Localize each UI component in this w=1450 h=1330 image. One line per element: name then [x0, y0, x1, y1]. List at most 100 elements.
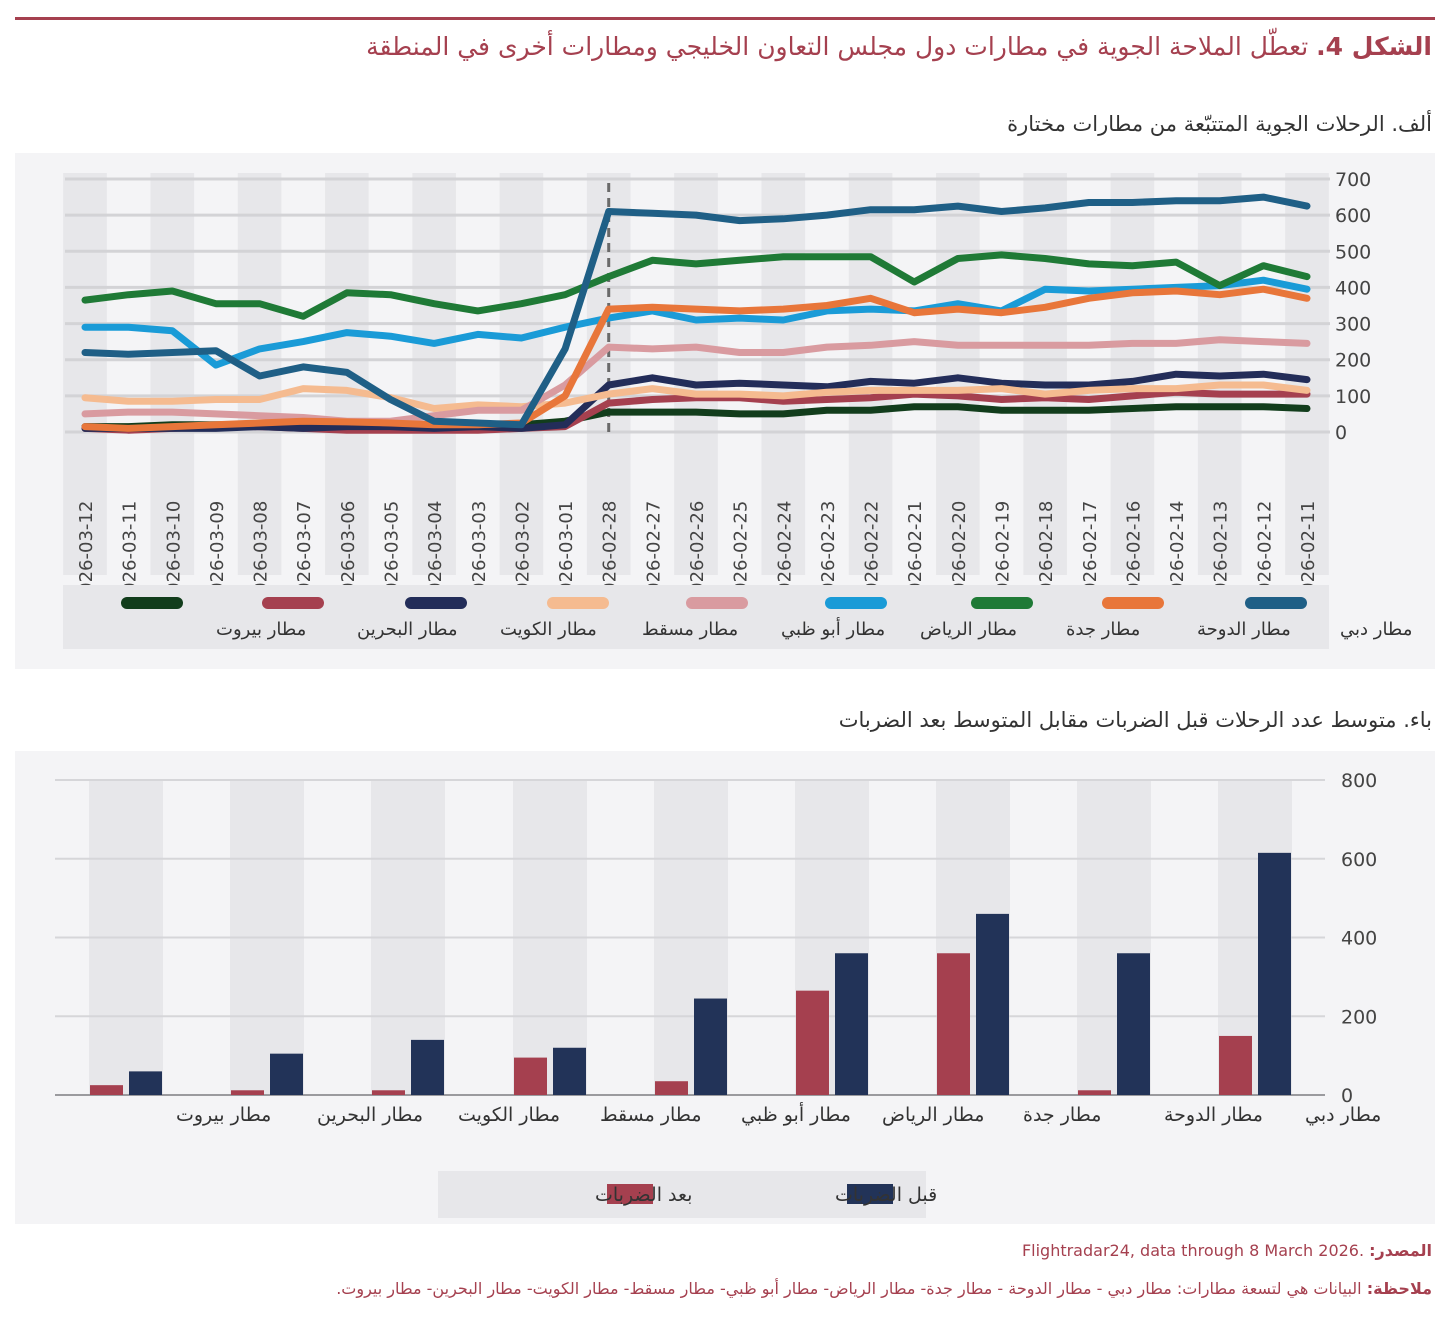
y-tick-label: 400	[1335, 277, 1371, 299]
x-tick-label: 2026-03-02	[512, 501, 533, 606]
note-text: البيانات هي لتسعة مطارات: مطار دبي - مطا…	[336, 1279, 1362, 1298]
y-tick-label: 0	[1341, 1085, 1353, 1107]
series-line-riyadh	[81, 276, 1311, 369]
legend-swatch-beirut	[121, 597, 183, 609]
legend-swatch-muscat	[547, 597, 609, 609]
column-band	[412, 173, 456, 575]
series-line-dubai	[81, 193, 1311, 429]
category-label: مطار بيروت	[176, 1104, 271, 1126]
bar-after	[937, 953, 970, 1095]
bar-after	[372, 1090, 405, 1095]
x-tick-label: 2026-02-27	[643, 501, 664, 606]
column-band	[63, 173, 107, 575]
bar-before	[835, 953, 868, 1095]
line-chart-panel: 0 100 200 300 400 500 600 700 2026-02-11 2026-02-…	[15, 153, 1435, 669]
legend-label: مطار مسقط	[642, 619, 738, 640]
column-band	[150, 173, 195, 575]
column-band	[674, 173, 718, 575]
category-label: مطار دبي	[1305, 1104, 1381, 1126]
category-label: مطار مسقط	[600, 1104, 702, 1126]
bar-after	[514, 1057, 547, 1095]
x-tick-label: 2026-02-11	[1298, 501, 1319, 606]
column-band	[848, 173, 893, 575]
x-tick-label: 2026-03-08	[251, 501, 272, 606]
legend-swatch-abudhabi	[686, 597, 748, 609]
bar-before	[129, 1071, 162, 1095]
legend-label: مطار الرياض	[920, 619, 1017, 640]
y-tick-label: 500	[1335, 241, 1371, 263]
y-tick-label: 0	[1335, 422, 1347, 444]
x-tick-label: 2026-02-19	[993, 501, 1014, 606]
bar-after	[90, 1085, 123, 1095]
x-tick-label: 2026-02-13	[1211, 501, 1232, 606]
bar-after	[1078, 1090, 1111, 1095]
x-tick-label: 2026-02-28	[600, 501, 621, 606]
bar-after	[796, 990, 829, 1095]
legend-box	[438, 1171, 926, 1218]
x-tick-label: 2026-03-03	[469, 501, 490, 606]
legend-swatch-jeddah	[971, 597, 1033, 609]
legend-swatch-before	[847, 1184, 893, 1204]
figure-title-text: تعطّل الملاحة الجوية في مطارات دول مجلس …	[366, 32, 1309, 61]
source-label: المصدر:	[1369, 1241, 1432, 1260]
series-line-doha	[81, 285, 1311, 432]
x-tick-label: 2026-03-10	[163, 501, 184, 606]
figure-title: الشكل 4. تعطّل الملاحة الجوية في مطارات …	[366, 32, 1432, 61]
legend-swatch-doha	[1102, 597, 1164, 609]
x-tick-label: 2026-02-20	[949, 501, 970, 606]
legend-swatch-bahrain	[262, 597, 324, 609]
bar-before	[553, 1047, 586, 1095]
column-band	[1110, 173, 1155, 575]
y-tick-label: 300	[1335, 314, 1371, 336]
figure-label: الشكل 4.	[1316, 32, 1432, 61]
x-tick-label: 2026-02-21	[905, 501, 926, 606]
category-label: مطار الرياض	[882, 1104, 984, 1126]
column-band	[1285, 173, 1329, 575]
column-band	[936, 173, 980, 575]
x-tick-label: 2026-03-01	[556, 501, 577, 606]
column-band	[499, 173, 544, 575]
column-band	[1023, 173, 1067, 575]
series-line-jeddah	[81, 251, 1311, 320]
bar-before	[694, 998, 727, 1095]
x-tick-label: 2026-03-05	[382, 501, 403, 606]
x-tick-label: 2026-03-04	[425, 501, 446, 606]
x-tick-label: 2026-03-12	[76, 501, 97, 606]
x-tick-label: 2026-03-07	[294, 501, 315, 606]
legend-swatch-kuwait	[405, 597, 467, 609]
legend-label: مطار أبو ظبي	[781, 617, 885, 640]
y-tick-label: 600	[1341, 849, 1377, 871]
y-tick-label: 700	[1335, 169, 1371, 191]
series-line-kuwait	[81, 370, 1311, 432]
column-band	[586, 173, 631, 575]
bar-before	[976, 913, 1009, 1095]
legend-label: مطار البحرين	[357, 619, 458, 640]
panel-b-title: باء. متوسط عدد الرحلات قبل الضربات مقابل…	[838, 708, 1432, 732]
top-rule	[15, 17, 1435, 20]
bar-before	[270, 1053, 303, 1095]
bar-after	[231, 1090, 264, 1095]
category-label: مطار الكويت	[458, 1104, 560, 1126]
bar-before	[411, 1039, 444, 1095]
bar-before	[1258, 852, 1291, 1095]
note-line: ملاحظة: البيانات هي لتسعة مطارات: مطار د…	[336, 1279, 1432, 1298]
x-tick-label: 2026-02-16	[1123, 501, 1144, 606]
legend-label: مطار بيروت	[216, 619, 306, 640]
category-label: مطار البحرين	[317, 1104, 423, 1126]
legend-swatch-after	[607, 1184, 653, 1204]
x-tick-label: 2026-02-22	[862, 501, 883, 606]
category-label: مطار أبو ظبي	[741, 1102, 851, 1126]
y-tick-label: 200	[1341, 1006, 1377, 1028]
legend-label: قبل الضربات	[835, 1184, 937, 1206]
series-line-abudhabi	[81, 336, 1311, 425]
panel-a-title: ألف. الرحلات الجوية المتتبّعة من مطارات …	[1007, 112, 1432, 136]
x-tick-label: 2026-02-18	[1036, 501, 1057, 606]
category-label: مطار الدوحة	[1164, 1104, 1263, 1126]
x-tick-label: 2026-02-17	[1080, 501, 1101, 606]
bar-before	[1117, 953, 1150, 1095]
source-line: المصدر: Flightradar24, data through 8 Ma…	[1022, 1241, 1432, 1260]
y-tick-label: 400	[1341, 928, 1377, 950]
x-tick-label: 2026-03-06	[338, 501, 359, 606]
bar-chart: 0 200 400 600 800 مطار دبي مطار الدوحة مطار جدة…	[55, 770, 1381, 1218]
bar-after	[655, 1081, 688, 1095]
